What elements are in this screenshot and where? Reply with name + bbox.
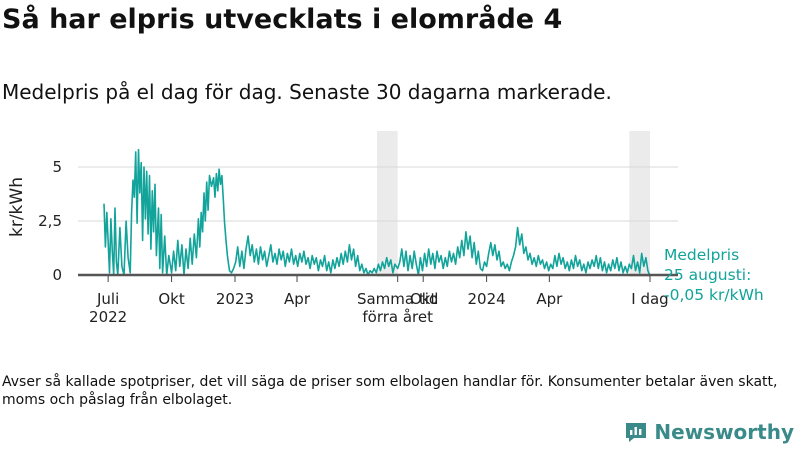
- x-tick-label-4: Samma tid förra året: [357, 290, 438, 326]
- footnote: Avser så kallade spotpriser, det vill sä…: [2, 374, 778, 408]
- x-tick-label-2: 2023: [216, 290, 254, 308]
- y-tick-label-2: 5: [52, 158, 62, 176]
- highlight-period-0: [377, 131, 398, 277]
- y-axis-label: kr/kWh: [7, 177, 27, 237]
- newsworthy-logo-icon: [626, 423, 647, 442]
- x-tick-label-1: Okt: [158, 290, 184, 308]
- y-tick-labels: 02,55: [38, 158, 62, 284]
- page-title: Så har elpris utvecklats i elområde 4: [2, 4, 563, 35]
- y-gridlines: [78, 166, 678, 222]
- x-tick-label-7: Apr: [536, 290, 563, 308]
- x-tick-label-8: I dag: [631, 290, 668, 308]
- latest-value-annotation: Medelpris 25 augusti: -0,05 kr/kWh: [664, 246, 764, 304]
- y-tick-label-1: 2,5: [38, 212, 62, 230]
- series-line-0: [103, 148, 651, 277]
- brand-logo[interactable]: Newsworthy: [624, 420, 794, 444]
- highlight-period-1: [629, 131, 650, 277]
- brand-name: Newsworthy: [654, 420, 794, 444]
- page-subtitle: Medelpris på el dag för dag. Senaste 30 …: [2, 80, 612, 104]
- x-tick-label-6: 2024: [468, 290, 506, 308]
- x-tick-label-0: Juli 2022: [89, 290, 127, 326]
- x-tick-label-5: Okt: [410, 290, 436, 308]
- y-tick-label-0: 0: [52, 266, 62, 284]
- series-lines: [103, 148, 651, 277]
- x-tick-label-3: Apr: [284, 290, 311, 308]
